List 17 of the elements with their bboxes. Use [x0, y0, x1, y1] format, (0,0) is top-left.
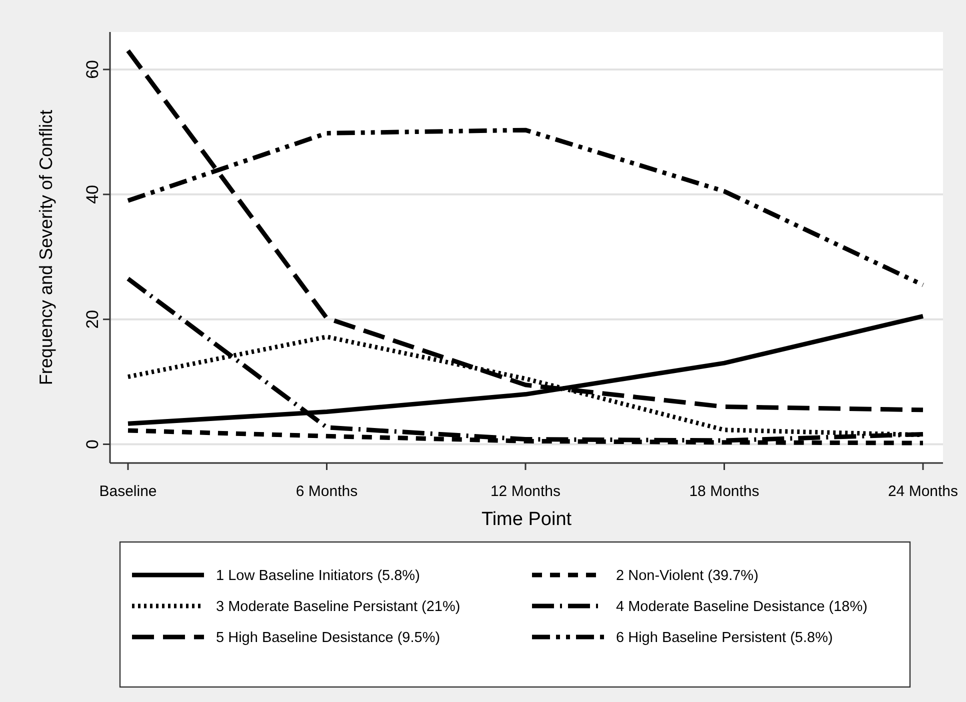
y-tick-label: 0	[83, 440, 102, 449]
y-tick-label: 60	[83, 60, 102, 79]
y-tick-label: 40	[83, 184, 102, 204]
legend-label: 5 High Baseline Desistance (9.5%)	[216, 630, 440, 646]
legend-label: 3 Moderate Baseline Persistant (21%)	[216, 599, 460, 615]
y-axis-title: Frequency and Severity of Conflict	[36, 110, 56, 386]
x-tick-label: 6 Months	[296, 483, 358, 500]
x-tick-label: Baseline	[99, 483, 157, 500]
y-tick-label: 20	[83, 310, 102, 329]
x-tick-label: 18 Months	[689, 483, 760, 500]
legend-label: 6 High Baseline Persistent (5.8%)	[616, 630, 833, 646]
x-axis-title: Time Point	[481, 509, 572, 530]
legend-label: 1 Low Baseline Initiators (5.8%)	[216, 568, 420, 584]
x-tick-label: 12 Months	[490, 483, 561, 500]
legend-label: 4 Moderate Baseline Desistance (18%)	[616, 599, 868, 615]
x-tick-label: 24 Months	[888, 483, 958, 500]
legend-label: 2 Non-Violent (39.7%)	[616, 568, 758, 584]
